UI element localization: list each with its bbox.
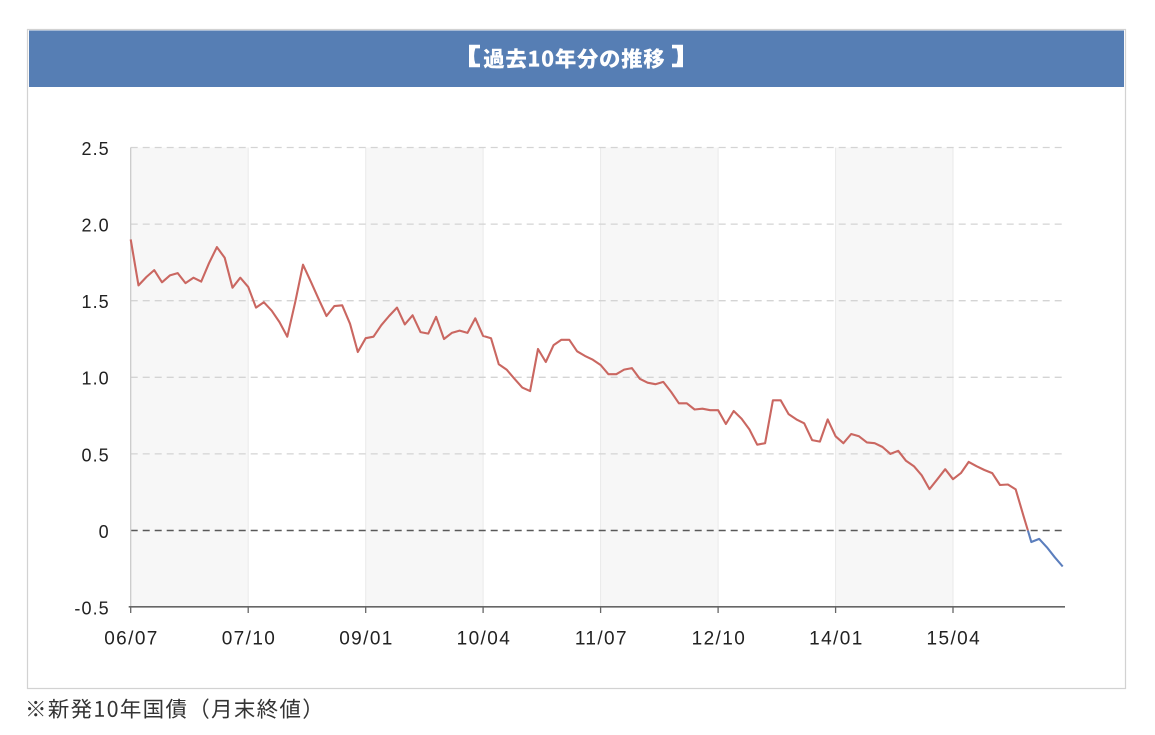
- svg-text:09/01: 09/01: [339, 629, 394, 650]
- svg-text:14/01: 14/01: [809, 629, 864, 650]
- svg-text:0.5: 0.5: [81, 445, 109, 465]
- svg-text:2.0: 2.0: [81, 216, 109, 236]
- svg-text:06/07: 06/07: [104, 629, 159, 650]
- svg-text:11/07: 11/07: [575, 629, 628, 650]
- svg-text:15/04: 15/04: [927, 629, 982, 650]
- svg-text:1.0: 1.0: [81, 369, 109, 389]
- svg-text:12/10: 12/10: [692, 629, 747, 650]
- svg-text:0: 0: [99, 522, 110, 542]
- svg-text:07/10: 07/10: [222, 629, 277, 650]
- svg-text:-0.5: -0.5: [74, 599, 109, 619]
- svg-text:1.5: 1.5: [81, 292, 109, 312]
- svg-text:2.5: 2.5: [81, 139, 109, 159]
- svg-text:10/04: 10/04: [457, 629, 512, 650]
